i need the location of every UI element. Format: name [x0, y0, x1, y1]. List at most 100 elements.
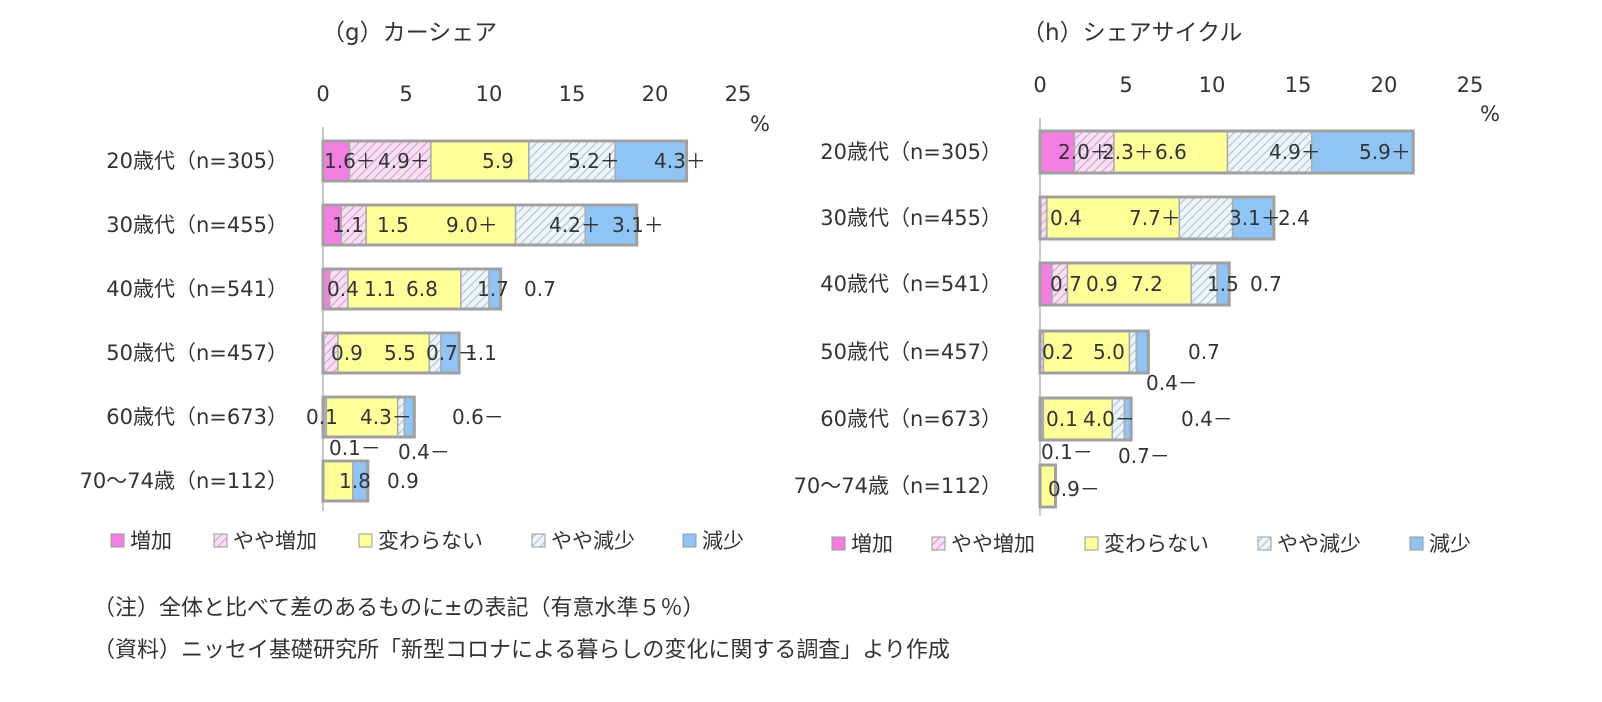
data-label-slight-increase: 1.5 [377, 213, 409, 237]
data-label-slight-increase: 4.9＋ [378, 149, 430, 173]
bar-segment-decrease [1135, 330, 1150, 374]
legend-label-no-change: 変わらない [378, 529, 483, 553]
bar-frame [321, 395, 416, 439]
legend-swatch-no-change [358, 533, 373, 548]
x-tick-label: 15 [1285, 73, 1312, 97]
data-label-increase: 0.1 [1046, 407, 1078, 431]
category-label: 70～74歳（n=112） [80, 469, 288, 493]
bar-row [321, 139, 689, 183]
bar-frame [321, 139, 689, 183]
data-label-increase: 0.4 [327, 277, 359, 301]
data-label-slight-decrease: 4.9＋ [1269, 140, 1321, 164]
data-label-increase: 0.7 [1050, 272, 1082, 296]
legend-swatch-slight-increase [213, 533, 228, 548]
x-tick-label: 15 [559, 82, 586, 106]
data-label-slight-decrease: 1.7 [477, 277, 509, 301]
chart-title: （h）シェアサイクル [1022, 20, 1242, 46]
data-label-slight-decrease: 3.1＋ [1229, 206, 1281, 230]
bar-frame [1038, 396, 1133, 442]
data-label-slight-increase: 0.4 [1050, 206, 1082, 230]
x-tick-label: 10 [476, 82, 503, 106]
category-label: 50歳代（n=457） [106, 341, 288, 365]
x-tick-label: 0 [1033, 73, 1046, 97]
category-label: 30歳代（n=455） [820, 206, 1002, 230]
legend-label-slight-decrease: やや減少 [1277, 532, 1361, 556]
unit-label: % [750, 112, 770, 136]
category-label: 30歳代（n=455） [106, 213, 288, 237]
category-label: 60歳代（n=673） [106, 405, 288, 429]
legend-swatch-slight-increase [931, 536, 946, 551]
data-label-slight-increase: 0.1－ [329, 436, 381, 460]
category-label: 50歳代（n=457） [820, 340, 1002, 364]
data-label-decrease: 0.7 [1250, 272, 1282, 296]
bar-segment-no-change [322, 460, 354, 502]
bar-segment-no-change [1113, 130, 1229, 174]
significance-note: （注）全体と比べて差のあるものに±の表記（有意水準５％） [93, 596, 705, 621]
legend-label-increase: 増加 [851, 532, 893, 556]
legend-swatch-increase [110, 533, 125, 548]
category-label: 20歳代（n=305） [106, 149, 288, 173]
data-label-increase: 0.1 [306, 405, 338, 429]
legend-label-decrease: 減少 [702, 529, 744, 553]
category-label: 20歳代（n=305） [820, 140, 1002, 164]
data-label-slight-increase: 2.3＋ [1102, 140, 1154, 164]
data-label-no-change: 7.7＋ [1129, 206, 1181, 230]
data-label-no-change: 6.8 [406, 277, 438, 301]
data-label-no-change: 6.6 [1155, 140, 1187, 164]
bar-frame [321, 459, 370, 503]
data-label-decrease: 2.4 [1278, 206, 1310, 230]
x-tick-label: 25 [1457, 73, 1484, 97]
bar-row [321, 267, 503, 311]
data-label-slight-increase: 0.2 [1042, 340, 1074, 364]
legend-swatch-decrease [682, 533, 697, 548]
data-label-decrease: 0.7 [524, 277, 556, 301]
data-label-slight-increase: 1.1 [364, 277, 396, 301]
bar-frame [1038, 329, 1150, 375]
bar-frame [1038, 463, 1057, 509]
bar-segment-decrease [1231, 196, 1275, 240]
legend-label-slight-decrease: やや減少 [551, 529, 635, 553]
bar-segment-no-change [1042, 397, 1113, 441]
legend-label-no-change: 変わらない [1104, 532, 1209, 556]
source-note: （資料）ニッセイ基礎研究所「新型コロナによる暮らしの変化に関する調査」より作成 [93, 638, 950, 663]
data-label-slight-decrease: 0.7－ [1118, 444, 1170, 468]
x-tick-label: 5 [1119, 73, 1132, 97]
data-label-slight-decrease: 5.2＋ [568, 149, 620, 173]
legend-swatch-slight-decrease [531, 533, 546, 548]
bar-frame [321, 331, 461, 375]
bar-row [1038, 329, 1150, 375]
bar-segment-increase [322, 140, 351, 182]
data-label-increase: 2.0＋ [1058, 140, 1110, 164]
bar-segment-no-change [365, 204, 517, 246]
category-label: 70～74歳（n=112） [794, 474, 1002, 498]
bar-segment-no-change [430, 140, 530, 182]
data-label-increase: 1.1 [332, 213, 364, 237]
category-label: 40歳代（n=541） [106, 277, 288, 301]
data-label-no-change: 5.5 [384, 341, 416, 365]
data-label-decrease: 4.3＋ [654, 149, 706, 173]
bar-segment-decrease [584, 204, 638, 246]
bar-row [321, 395, 416, 439]
bar-row [1038, 129, 1415, 175]
data-label-no-change: 4.3－ [360, 405, 412, 429]
bar-segment-no-change [1066, 262, 1193, 306]
bar-row [1038, 261, 1231, 307]
bar-frame [321, 203, 639, 247]
unit-label: % [1480, 102, 1500, 126]
data-label-no-change: 1.8 [339, 469, 371, 493]
bar-row [321, 459, 370, 503]
bar-frame [1038, 195, 1276, 241]
bar-segment-slight-increase [1073, 130, 1115, 174]
bar-segment-slight-decrease [1128, 330, 1138, 374]
data-label-no-change: 7.2 [1131, 272, 1163, 296]
data-label-no-change: 9.0＋ [446, 213, 498, 237]
bar-segment-slight-decrease [514, 204, 587, 246]
data-label-slight-increase: 0.1－ [1041, 440, 1093, 464]
bar-frame [321, 267, 503, 311]
data-label-slight-decrease: 4.2＋ [549, 213, 601, 237]
legend-swatch-no-change [1084, 536, 1099, 551]
chart-title: （g）カーシェア [322, 20, 497, 46]
data-label-decrease: 0.7 [1188, 340, 1220, 364]
data-label-slight-increase: 0.9 [331, 341, 363, 365]
